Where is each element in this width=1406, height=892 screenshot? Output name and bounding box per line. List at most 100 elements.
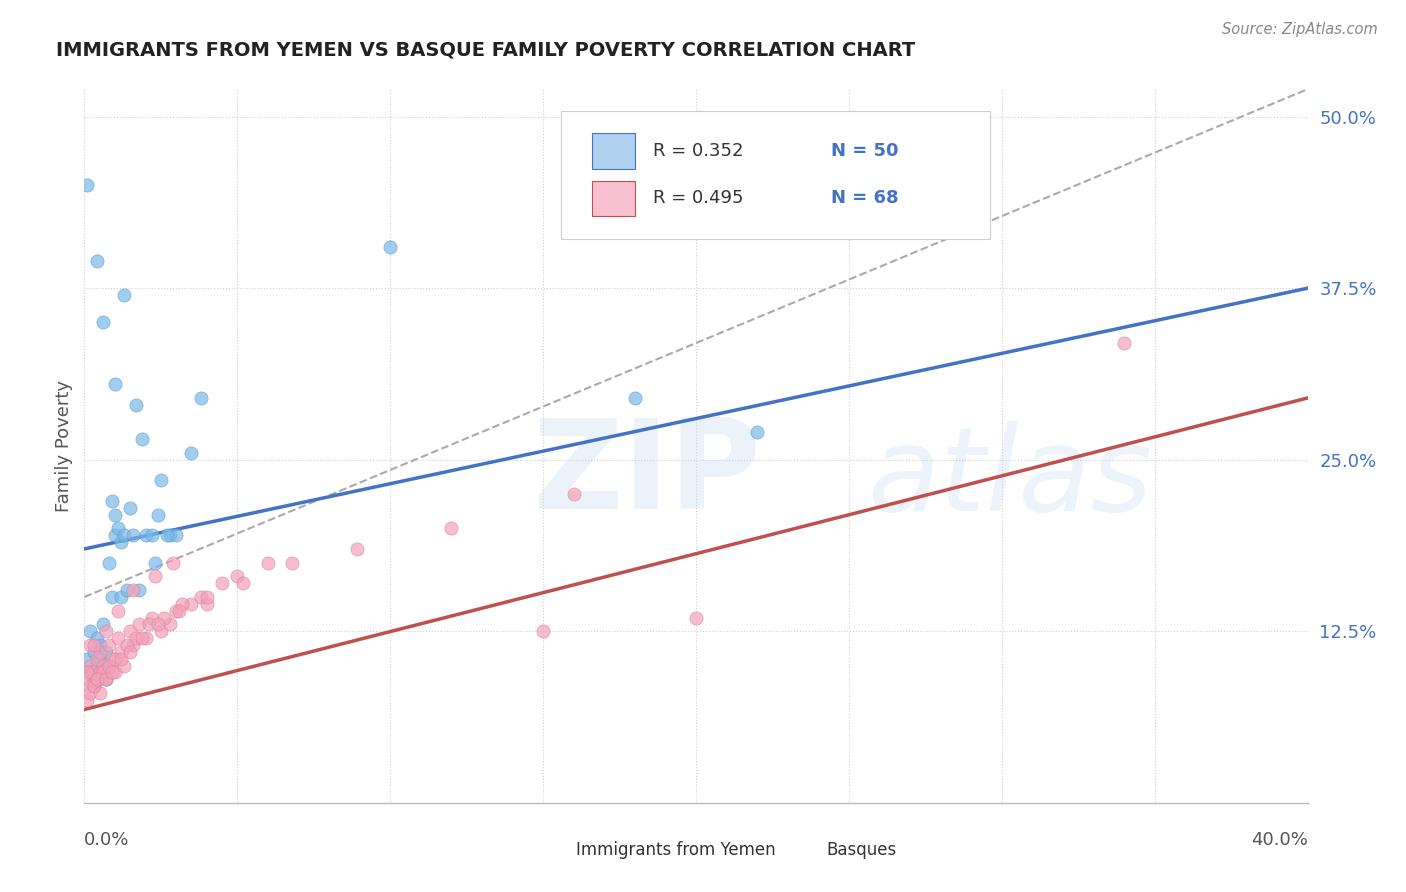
Text: N = 50: N = 50 [831,143,898,161]
Text: ZIP: ZIP [533,414,762,535]
Text: 0.0%: 0.0% [84,831,129,849]
Point [346,541,368,556]
Point [79,679,101,693]
Point [94,673,117,687]
Point [143,556,166,570]
Point [146,508,169,522]
Point [138,617,160,632]
FancyBboxPatch shape [537,838,568,862]
FancyBboxPatch shape [592,134,636,169]
Point [747,425,769,440]
Point [112,528,135,542]
Point [86,253,108,268]
Point [79,638,101,652]
Point [125,398,148,412]
Point [94,645,117,659]
Point [112,658,135,673]
Point [211,576,233,591]
Point [141,610,163,624]
Point [76,665,98,680]
Point [101,651,124,665]
Point [128,583,150,598]
Point [110,651,132,665]
Point [104,665,127,680]
Point [165,604,187,618]
Point [83,679,105,693]
Point [110,590,132,604]
Point [86,673,108,687]
Point [101,590,124,604]
Point [380,240,402,254]
Point [91,665,114,680]
Point [97,638,120,652]
Point [1114,336,1136,351]
Point [86,658,108,673]
Point [83,638,105,652]
Y-axis label: Family Poverty: Family Poverty [55,380,73,512]
Point [83,665,105,680]
Point [146,617,169,632]
Point [86,673,108,687]
Point [141,528,163,542]
Point [131,432,153,446]
Point [86,651,108,665]
Point [190,391,212,405]
Point [120,645,142,659]
Point [128,617,150,632]
Point [281,556,304,570]
Text: Source: ZipAtlas.com: Source: ZipAtlas.com [1222,22,1378,37]
Point [149,473,172,487]
Point [165,528,187,542]
Point [94,673,117,687]
Point [76,673,98,687]
Text: 40.0%: 40.0% [1251,831,1308,849]
Point [94,673,117,687]
Point [122,583,145,598]
Point [149,624,172,639]
Point [97,658,120,673]
Point [91,316,114,330]
Point [162,556,184,570]
Point [83,679,105,693]
Point [624,391,647,405]
Point [91,617,114,632]
Point [86,631,108,645]
Point [89,645,111,659]
Point [91,665,114,680]
Text: N = 68: N = 68 [831,189,898,207]
Point [79,624,101,639]
Point [122,638,145,652]
Point [79,665,101,680]
Point [76,178,98,193]
Point [195,590,218,604]
Point [79,658,101,673]
Text: atlas: atlas [868,421,1153,535]
Point [562,487,585,501]
Text: Immigrants from Yemen: Immigrants from Yemen [576,841,776,859]
Point [89,651,111,665]
FancyBboxPatch shape [592,180,636,216]
Point [79,686,101,700]
Point [153,610,176,624]
Point [91,658,114,673]
Point [110,645,132,659]
Point [101,665,124,680]
Text: IMMIGRANTS FROM YEMEN VS BASQUE FAMILY POVERTY CORRELATION CHART: IMMIGRANTS FROM YEMEN VS BASQUE FAMILY P… [56,40,915,59]
Point [232,576,254,591]
Point [125,631,148,645]
Point [110,535,132,549]
Point [101,494,124,508]
Point [159,528,181,542]
Point [531,624,554,639]
Point [135,631,157,645]
Point [79,665,101,680]
Point [107,631,129,645]
Point [120,624,142,639]
Text: R = 0.352: R = 0.352 [654,143,744,161]
Point [115,638,138,652]
Point [172,597,194,611]
Point [104,528,127,542]
Point [89,665,111,680]
Point [257,556,280,570]
Point [440,521,463,535]
